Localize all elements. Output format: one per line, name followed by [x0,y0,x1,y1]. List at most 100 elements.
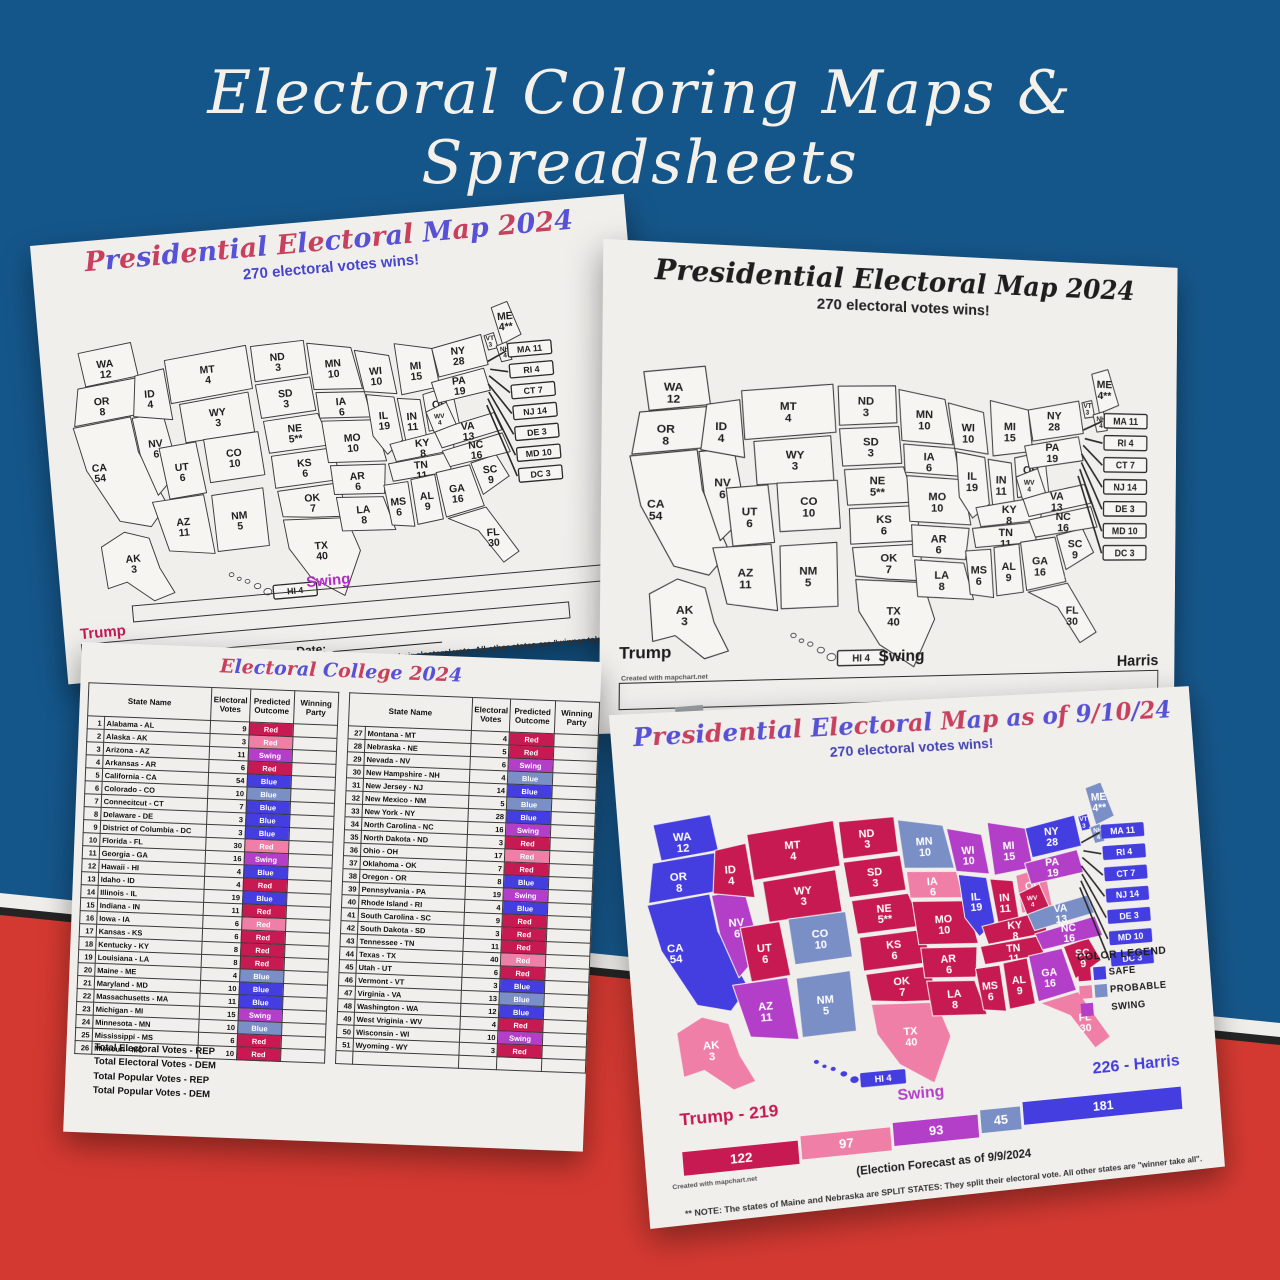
state-label-NC: NC16 [468,439,485,462]
probable-blue-swatch [1094,983,1108,998]
cell-num: 26 [74,1040,92,1055]
column-header: Winning Party [553,700,600,736]
state-box-MA: MA 11 [487,339,553,363]
cell-win [540,1058,586,1074]
states-table-left: State Name Electoral Votes Predicted Outco… [74,682,339,1064]
state-box-NJ: NJ 14 [487,383,558,421]
hawaii-island [799,639,803,643]
state-box-CT: CT 7 [488,375,557,400]
hawaii-island [822,1064,827,1069]
state-label-PA: PA19 [452,375,468,398]
state-label-ND: ND3 [858,395,875,419]
state-box-DE: DE 3 [1082,869,1151,925]
leader-line [488,375,511,394]
cell-outcome [496,1056,542,1072]
state-label-MS: MS6 [390,496,408,519]
state-MS [383,481,416,527]
state-AL [1003,957,1036,1009]
state-SD [839,425,902,467]
state-label-MI: MI15 [1004,421,1017,444]
state-label-GA: GA16 [1032,556,1049,579]
state-AR [921,944,980,982]
leader-line [486,404,519,477]
cell-num: 37 [342,855,361,870]
state-label-AR: AR6 [931,533,948,556]
ev-bar-prob_red: 97 [800,1127,892,1160]
state-WI [946,826,989,877]
map2-us-map: WA12 OR8 CA54 NV6 ID4 MT4 WY3 UT6 CO10 AZ11 NM5 ND3… [612,349,1151,686]
state-label-AR: AR6 [940,953,957,977]
state-label-GA: GA16 [1041,967,1058,991]
state-label-AZ: AZ11 [758,1000,775,1024]
hawaii-island [830,1066,836,1072]
cell-num: 8 [83,806,101,821]
state-TX [871,998,954,1089]
state-AZ [151,494,216,554]
state-box-CT: CT 7 [1083,445,1147,472]
cell-num: 19 [78,949,96,964]
cell-num: 29 [346,751,365,766]
state-label-MS: MS6 [971,565,988,588]
cell-num: 47 [337,985,356,1000]
leader-line [487,398,517,456]
state-label-KS: KS6 [876,514,892,537]
cell-num: 49 [337,1011,355,1026]
state-OR [632,404,711,455]
column-header: Winning Party [293,690,339,726]
state-PA [1024,849,1084,884]
state-label-SD: SD3 [867,866,884,890]
state-AZ [732,977,799,1045]
cell-num: 5 [85,767,103,782]
state-IN [988,459,1015,506]
state-label-WA: WA12 [96,359,115,382]
state-label-NM: NM5 [231,510,249,533]
leader-line [1085,439,1103,444]
leader-line [488,391,515,435]
state-AL [994,544,1024,596]
state-box-NJ: NJ 14 [1081,454,1147,494]
state-label-NH: NH4 [1093,827,1103,841]
state-label-NY: NY28 [1044,826,1061,849]
svg-text:RI 4: RI 4 [1117,439,1134,450]
cell-num: 17 [79,923,97,938]
state-label-GA: GA16 [449,483,467,506]
state-label-AL: AL9 [1011,974,1027,998]
state-AK [649,579,729,660]
cell-num: 9 [83,819,101,834]
leader-line [490,368,509,373]
state-MI [987,820,1033,876]
paper-spreadsheet: Electoral College 2024 State Name Elector… [63,642,602,1152]
svg-text:DE 3: DE 3 [1119,910,1139,921]
state-label-WY: WY3 [794,884,814,908]
hawaii-island [263,588,273,596]
state-label-WV: WV4 [1027,895,1039,909]
state-OK [852,544,923,581]
ev-bar-prob_blue: 45 [980,1106,1022,1134]
state-label-OK: OK7 [880,553,898,576]
state-label-PA: PA19 [1045,442,1060,465]
cell-num: 14 [80,884,98,899]
leader-line [487,350,507,363]
svg-text:NJ 14: NJ 14 [1116,889,1141,900]
state-UT [740,921,791,983]
state-NY [431,334,489,378]
svg-text:RI 4: RI 4 [1116,847,1133,858]
state-KS [859,929,930,971]
state-label-AL: AL9 [1001,561,1016,584]
column-header: Electoral Votes [471,697,512,732]
svg-text:HI 4: HI 4 [874,1073,892,1085]
safe-red-swatch [1077,967,1092,982]
state-label-KY: KY8 [1007,919,1024,943]
state-label-WY: WY3 [209,407,228,430]
column-header: State Name [348,692,473,731]
state-label-VA: VA13 [460,421,476,444]
state-box-HI: HI 4 [859,1068,907,1088]
state-label-NE: NE5** [869,475,885,498]
state-box-DC: DC 3 [1080,882,1155,967]
state-OK [865,965,936,1006]
cell-num: 7 [84,793,102,808]
state-label-VT: VT3 [1083,402,1092,417]
state-KY [981,910,1050,945]
cell-num: 38 [342,868,360,883]
